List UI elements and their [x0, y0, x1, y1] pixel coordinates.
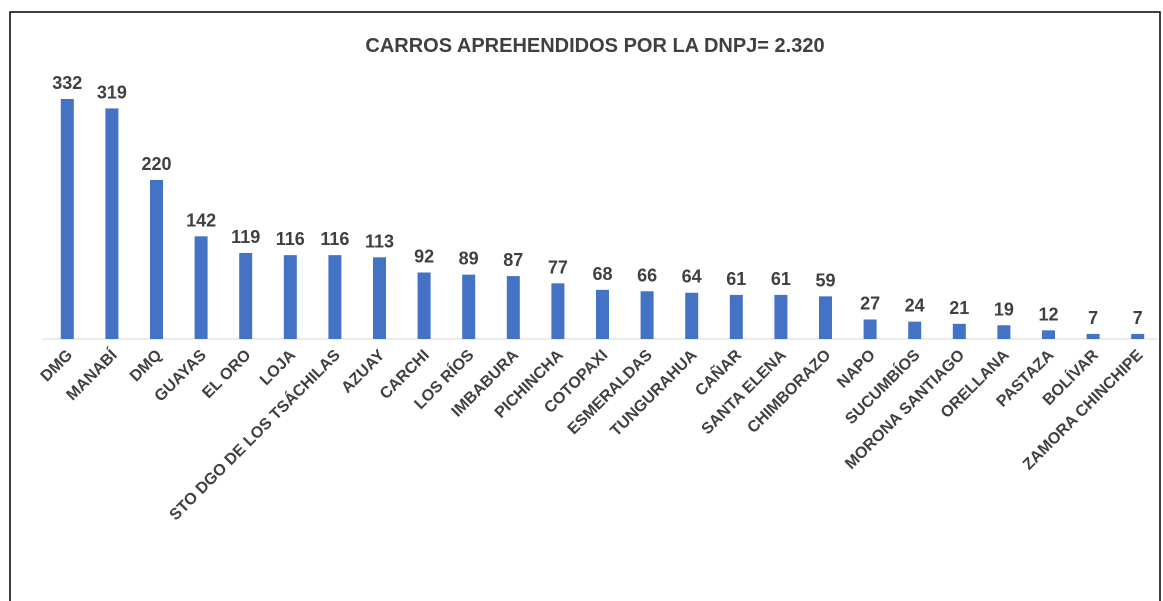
bar: [150, 179, 163, 339]
data-label: 332: [52, 73, 82, 93]
bar: [283, 255, 297, 339]
chart-title: CARROS APREHENDIDOS POR LA DNPJ= 2.320: [365, 35, 824, 57]
data-label: 61: [726, 269, 746, 289]
bar: [774, 294, 788, 339]
bar: [462, 274, 476, 339]
data-label: 116: [320, 229, 349, 249]
bar: [729, 294, 743, 339]
bar: [1086, 333, 1100, 339]
bar: [596, 289, 609, 339]
data-label: 61: [771, 269, 791, 289]
data-label: 12: [1038, 304, 1058, 324]
data-label: 92: [414, 246, 434, 266]
data-label: 113: [365, 231, 394, 251]
data-label: 64: [682, 267, 702, 287]
bar: [1042, 330, 1055, 339]
bar: [506, 276, 520, 339]
bar: [640, 291, 654, 339]
data-label: 19: [994, 299, 1014, 319]
data-label: 89: [459, 249, 479, 269]
bar: [105, 108, 119, 340]
bar: [551, 283, 565, 339]
bar: [239, 252, 253, 339]
bar: [997, 325, 1011, 339]
data-label: 319: [97, 82, 127, 102]
data-label: 220: [141, 154, 171, 174]
bar: [952, 323, 966, 339]
bar: [417, 272, 431, 339]
data-label: 87: [503, 250, 523, 270]
data-label: 119: [231, 227, 260, 247]
data-label: 24: [905, 296, 925, 316]
data-label: 77: [548, 257, 568, 277]
data-label: 59: [815, 270, 835, 290]
data-label: 27: [860, 293, 880, 313]
bar: [194, 236, 208, 339]
data-label: 21: [949, 298, 969, 318]
data-label: 7: [1088, 308, 1098, 328]
bar: [908, 321, 922, 339]
data-label: 7: [1133, 308, 1143, 328]
data-label: 68: [592, 264, 612, 284]
bar: [373, 257, 386, 339]
data-label: 66: [637, 265, 657, 285]
bar: [819, 296, 832, 339]
bar: [1131, 333, 1145, 339]
data-label: 116: [276, 229, 305, 249]
bar: [328, 255, 342, 339]
bar: [60, 99, 74, 339]
bar: [863, 319, 877, 339]
bar: [685, 292, 699, 339]
data-label: 142: [186, 210, 216, 230]
